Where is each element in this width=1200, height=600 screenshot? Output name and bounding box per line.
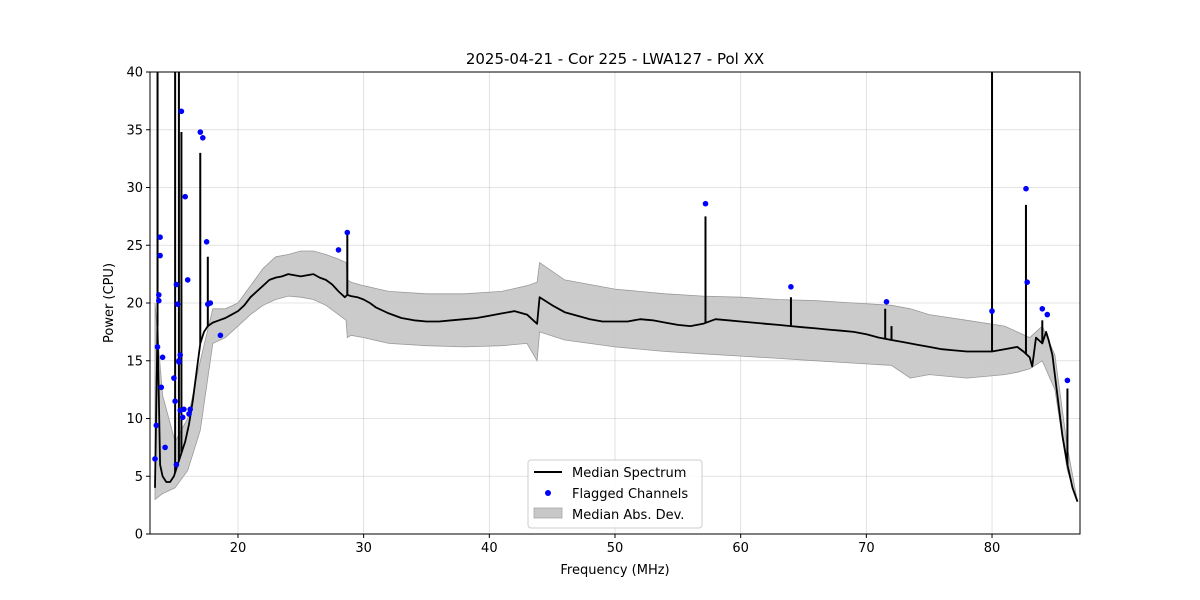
flagged-channel-point bbox=[989, 308, 995, 314]
flagged-channel-point bbox=[153, 422, 160, 429]
x-tick-label: 40 bbox=[481, 541, 498, 556]
flagged-channel-point bbox=[184, 277, 191, 283]
flagged-channel-point bbox=[162, 444, 168, 451]
legend: Median Spectrum Flagged Channels Median … bbox=[527, 459, 703, 529]
flagged-channel-point bbox=[157, 234, 163, 240]
flagged-channel-point bbox=[344, 229, 351, 236]
flagged-channel-point bbox=[176, 358, 182, 364]
flagged-channel-point bbox=[702, 200, 709, 207]
y-axis-label: Power (CPU) bbox=[102, 263, 117, 343]
legend-box bbox=[527, 459, 703, 529]
flagged-channel-point bbox=[1023, 185, 1029, 192]
median-spectrum-line bbox=[154, 273, 1079, 503]
chart-title: 2025-04-21 - Cor 225 - LWA127 - Pol XX bbox=[466, 50, 764, 68]
flagged-channel-point bbox=[157, 252, 163, 259]
median-spectrum-path bbox=[154, 273, 1079, 503]
legend-median-label: Median Spectrum bbox=[572, 466, 686, 481]
legend-point-swatch bbox=[545, 490, 551, 496]
y-axis-ticks: 0 5 10 15 20 25 30 35 40 bbox=[126, 66, 150, 543]
flagged-channel-point bbox=[173, 281, 180, 288]
x-tick-label: 20 bbox=[230, 541, 247, 556]
y-tick-label: 20 bbox=[126, 297, 143, 312]
flagged-channel-point bbox=[158, 384, 165, 391]
flagged-channel-point bbox=[207, 300, 214, 306]
x-tick-label: 60 bbox=[732, 541, 749, 556]
y-tick-label: 40 bbox=[126, 66, 143, 81]
flagged-channel-point bbox=[171, 375, 177, 381]
flagged-channel-point bbox=[197, 129, 204, 135]
flagged-channel-point bbox=[152, 456, 158, 462]
x-tick-label: 50 bbox=[607, 541, 624, 556]
flagged-channels bbox=[152, 108, 1071, 468]
flagged-channel-point bbox=[187, 406, 193, 413]
flagged-channel-point bbox=[1024, 279, 1030, 286]
flagged-channel-point bbox=[181, 406, 187, 413]
flagged-channel-point bbox=[179, 414, 186, 421]
x-tick-label: 30 bbox=[355, 541, 372, 556]
flagged-channel-point bbox=[1039, 306, 1046, 312]
flagged-channel-point bbox=[186, 411, 192, 417]
flagged-channel-point bbox=[335, 247, 342, 253]
flagged-channel-point bbox=[177, 352, 183, 358]
y-tick-label: 5 bbox=[135, 470, 143, 485]
y-tick-label: 35 bbox=[126, 123, 143, 138]
flagged-channel-point bbox=[203, 239, 210, 245]
y-tick-label: 0 bbox=[135, 528, 143, 543]
legend-band-swatch bbox=[533, 507, 563, 519]
grid bbox=[150, 71, 1080, 535]
flagged-channel-point bbox=[154, 344, 161, 350]
flagged-channel-point bbox=[1044, 311, 1051, 318]
flagged-channel-point bbox=[1064, 377, 1071, 384]
y-tick-label: 10 bbox=[126, 412, 143, 427]
flagged-channel-point bbox=[156, 297, 162, 304]
flagged-channel-point bbox=[174, 301, 181, 308]
flagged-channel-point bbox=[173, 461, 180, 468]
x-axis-label: Frequency (MHz) bbox=[560, 563, 669, 578]
flagged-channel-point bbox=[883, 299, 890, 305]
y-tick-label: 25 bbox=[126, 239, 143, 254]
y-tick-label: 30 bbox=[126, 181, 143, 196]
spectrum-spikes bbox=[156, 72, 1069, 473]
flagged-channel-point bbox=[159, 354, 166, 361]
legend-mad-label: Median Abs. Dev. bbox=[572, 508, 684, 523]
flagged-channel-point bbox=[788, 284, 794, 290]
y-tick-label: 15 bbox=[126, 354, 143, 369]
flagged-channel-point bbox=[182, 193, 188, 200]
flagged-channel-point bbox=[178, 108, 185, 115]
flagged-channel-point bbox=[156, 292, 162, 298]
flagged-channel-point bbox=[200, 135, 206, 141]
x-axis-ticks: 20 30 40 50 60 70 80 bbox=[230, 534, 1001, 556]
flagged-channel-point bbox=[217, 332, 224, 339]
legend-flagged-label: Flagged Channels bbox=[572, 487, 688, 502]
x-tick-label: 70 bbox=[858, 541, 875, 556]
x-tick-label: 80 bbox=[984, 541, 1001, 556]
flagged-channel-point bbox=[172, 398, 178, 405]
